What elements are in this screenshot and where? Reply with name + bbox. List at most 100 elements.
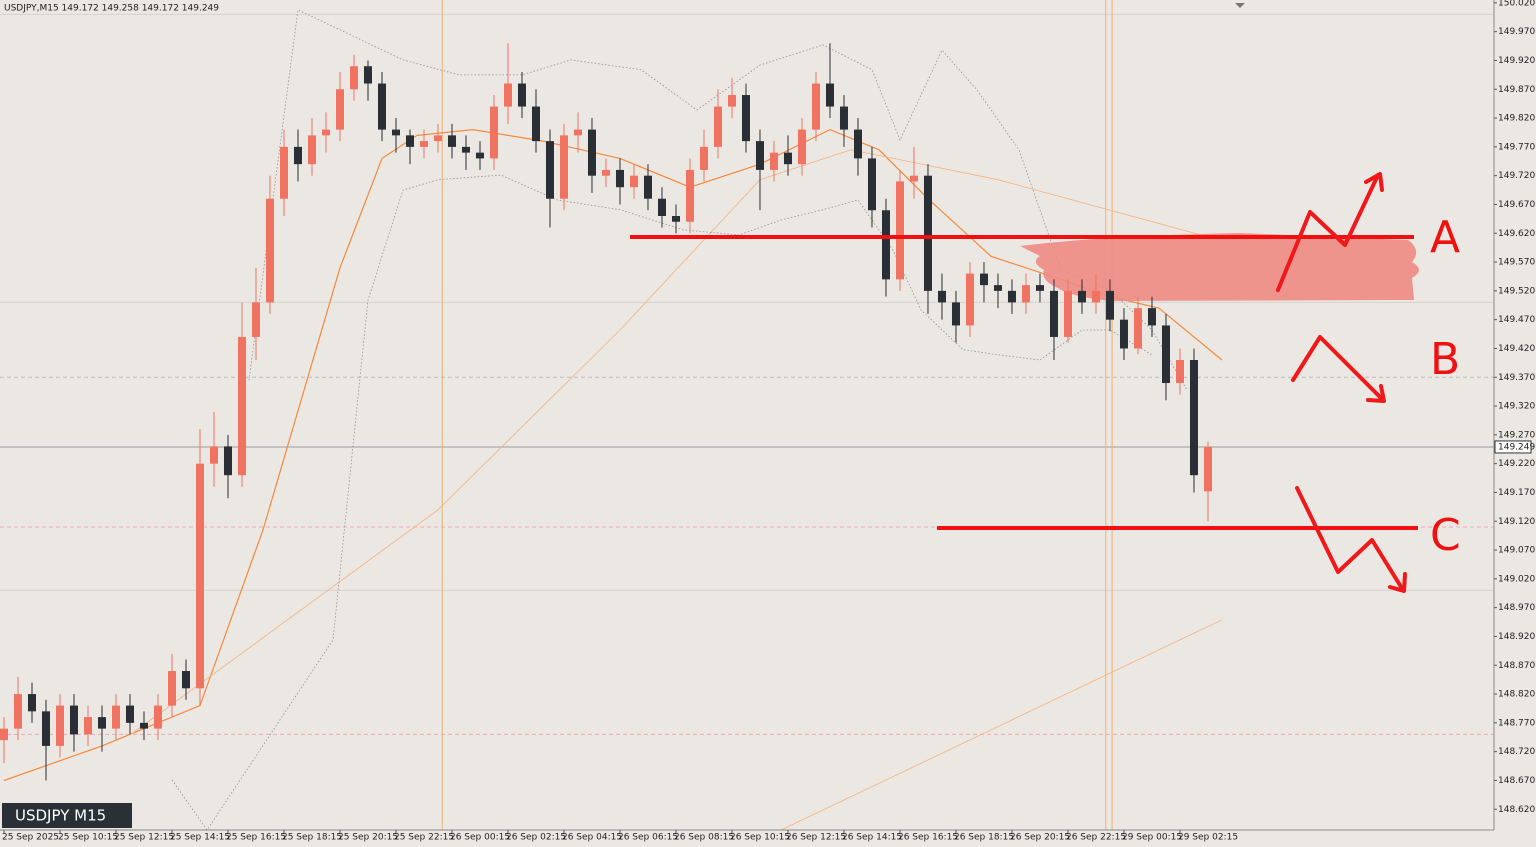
candle-body	[923, 175, 932, 291]
candle-body	[853, 129, 862, 159]
candle-body	[713, 106, 722, 147]
candle-body	[181, 671, 190, 689]
candle-body	[419, 141, 428, 147]
x-tick-label: 25 Sep 2025	[2, 833, 59, 843]
y-tick-label: 148.770	[1498, 718, 1535, 728]
y-tick-label: 149.520	[1498, 286, 1535, 296]
y-tick-label: 149.770	[1498, 142, 1535, 152]
candle-body	[573, 129, 582, 136]
x-tick-label: 25 Sep 18:15	[282, 833, 342, 843]
candle-body	[797, 129, 806, 165]
candle-body	[195, 463, 204, 689]
scenario-arrow-c	[1295, 486, 1407, 593]
candle-body	[629, 175, 638, 188]
candle-body	[13, 694, 22, 729]
candle-body	[27, 694, 36, 712]
y-tick-label: 148.970	[1498, 603, 1535, 613]
candle-body	[97, 717, 106, 729]
x-tick-label: 26 Sep 16:15	[898, 833, 958, 843]
candle-body	[657, 198, 666, 216]
x-tick-label: 26 Sep 02:15	[506, 833, 566, 843]
y-tick-label: 149.470	[1498, 315, 1535, 325]
candle-body	[769, 152, 778, 170]
x-tick-label: 26 Sep 06:15	[618, 833, 678, 843]
x-tick-label: 26 Sep 22:15	[1066, 833, 1126, 843]
candle-body	[377, 83, 386, 130]
highlight-zone	[1020, 233, 1419, 301]
y-tick-label: 149.070	[1498, 546, 1535, 556]
plot-area	[0, 0, 1494, 830]
y-tick-label: 149.670	[1498, 200, 1535, 210]
candle-body	[1119, 319, 1128, 349]
candle-body	[1133, 308, 1142, 349]
indicator-line	[780, 619, 1223, 830]
candle-body	[1147, 308, 1156, 326]
x-tick-label: 25 Sep 10:15	[58, 833, 118, 843]
y-tick-label: 149.320	[1498, 402, 1535, 412]
price-tag	[1494, 440, 1532, 454]
candle-body	[83, 717, 92, 735]
y-tick-label: 149.220	[1498, 459, 1535, 469]
y-tick-label: 149.270	[1498, 430, 1535, 440]
candle-body	[1063, 290, 1072, 337]
annotation-label: B	[1430, 334, 1460, 385]
y-tick-label: 149.170	[1498, 488, 1535, 498]
candle-body	[139, 722, 148, 729]
candle-body	[461, 146, 470, 153]
annotation-label: A	[1430, 212, 1460, 263]
chart-header: USDJPY,M15 149.172 149.258 149.172 149.2…	[4, 4, 219, 14]
candle-body	[293, 146, 302, 165]
candle-body	[1091, 290, 1100, 303]
y-tick-label: 149.370	[1498, 373, 1535, 383]
candle-body	[279, 146, 288, 199]
y-tick-label: 148.820	[1498, 690, 1535, 700]
price-tag-label: 149.249	[1498, 442, 1535, 452]
candle-body	[237, 336, 246, 476]
y-tick-label: 149.420	[1498, 344, 1535, 354]
candle-body	[1049, 290, 1058, 337]
y-tick-label: 148.670	[1498, 776, 1535, 786]
y-tick-label: 149.820	[1498, 114, 1535, 124]
y-tick-label: 148.620	[1498, 805, 1535, 815]
x-tick-label: 29 Sep 00:15	[1122, 833, 1182, 843]
candle-body	[489, 106, 498, 159]
candle-body	[209, 446, 218, 464]
candle-body	[531, 106, 540, 142]
candle-body	[111, 705, 120, 729]
y-tick-label: 149.120	[1498, 517, 1535, 527]
x-tick-label: 29 Sep 02:15	[1178, 833, 1238, 843]
candle-body	[881, 210, 890, 280]
candle-body	[867, 158, 876, 211]
candle-body	[1161, 325, 1170, 384]
x-tick-label: 25 Sep 22:15	[394, 833, 454, 843]
candle-body	[405, 135, 414, 147]
x-tick-label: 26 Sep 12:15	[786, 833, 846, 843]
candle-body	[517, 83, 526, 107]
candle-body	[363, 66, 372, 84]
candle-body	[125, 705, 134, 723]
scenario-arrow-b	[1291, 335, 1386, 403]
x-tick-label: 26 Sep 20:15	[1010, 833, 1070, 843]
candle-body	[839, 106, 848, 130]
candle-body	[615, 169, 624, 188]
annotation-layer	[1020, 233, 1419, 301]
candle-body	[1175, 359, 1184, 384]
candle-body	[167, 671, 176, 706]
candle-body	[643, 175, 652, 199]
x-tick-label: 26 Sep 14:15	[842, 833, 902, 843]
candle-body	[349, 66, 358, 90]
y-tick-label: 149.970	[1498, 27, 1535, 37]
candle-body	[55, 705, 64, 746]
candle-body	[895, 181, 904, 280]
y-tick-label: 149.570	[1498, 258, 1535, 268]
candle-body	[1105, 290, 1114, 320]
candle-body	[685, 169, 694, 222]
candle-body	[937, 290, 946, 303]
x-tick-label: 26 Sep 18:15	[954, 833, 1014, 843]
candle-body	[153, 705, 162, 729]
y-tick-label: 149.020	[1498, 574, 1535, 584]
y-tick-label: 150.020	[1498, 0, 1535, 8]
